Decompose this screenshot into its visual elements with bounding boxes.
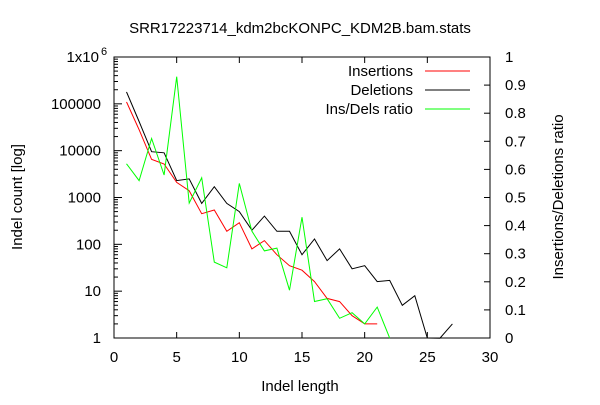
x-tick-label: 15 [294, 349, 311, 366]
y-tick-label: 100000 [51, 96, 101, 113]
x-tick-label: 25 [419, 349, 436, 366]
y-axis-left: 1 10 100 1000 10000 100000 1x10 6 [51, 46, 122, 347]
legend-label: Ins/Dels ratio [325, 101, 413, 118]
legend: Insertions Deletions Ins/Dels ratio [325, 63, 470, 118]
y-tick-label: 10000 [59, 143, 101, 160]
x-tick-label: 0 [110, 349, 118, 366]
y2-axis-label: Insertions/Deletions ratio [550, 114, 567, 279]
y2-tick-label: 0.8 [505, 105, 526, 122]
series-line-ins-dels-ratio [126, 76, 391, 339]
y2-tick-label: 0.9 [505, 77, 526, 94]
y2-tick-label: 0.2 [505, 274, 526, 291]
x-tick-label: 30 [482, 349, 499, 366]
plot-frame [113, 56, 491, 339]
y-tick-label: 1 [93, 330, 101, 347]
y-axis-right: 0 0.1 0.2 0.3 0.4 0.5 0.6 0.7 0.8 0.9 1 [484, 49, 526, 347]
x-tick-label: 5 [172, 349, 180, 366]
y2-tick-label: 0 [505, 330, 513, 347]
series-layer [126, 76, 453, 339]
chart-title: SRR17223714_kdm2bcKONPC_KDM2B.bam.stats [129, 20, 471, 37]
legend-label: Insertions [348, 63, 413, 80]
x-tick-label: 10 [231, 349, 248, 366]
y2-tick-label: 0.7 [505, 133, 526, 150]
x-tick-label: 20 [356, 349, 373, 366]
y-tick-label: 10 [84, 283, 101, 300]
y2-tick-label: 0.3 [505, 246, 526, 263]
series-line-insertions [126, 101, 378, 325]
y2-tick-label: 0.5 [505, 190, 526, 207]
y-axis-label: Indel count [log] [9, 144, 26, 250]
y2-tick-label: 0.1 [505, 302, 526, 319]
x-axis: 0 5 10 15 20 25 30 [110, 57, 499, 366]
x-axis-label: Indel length [261, 378, 339, 395]
series-line-deletions [126, 91, 453, 339]
y2-tick-label: 0.4 [505, 218, 526, 235]
y-tick-exponent: 6 [101, 46, 107, 58]
y-tick-label: 1x10 [66, 49, 99, 66]
y2-tick-label: 1 [505, 49, 513, 66]
y-tick-label: 100 [76, 236, 101, 253]
y-tick-label: 1000 [68, 190, 101, 207]
y2-tick-label: 0.6 [505, 161, 526, 178]
legend-label: Deletions [350, 82, 413, 99]
